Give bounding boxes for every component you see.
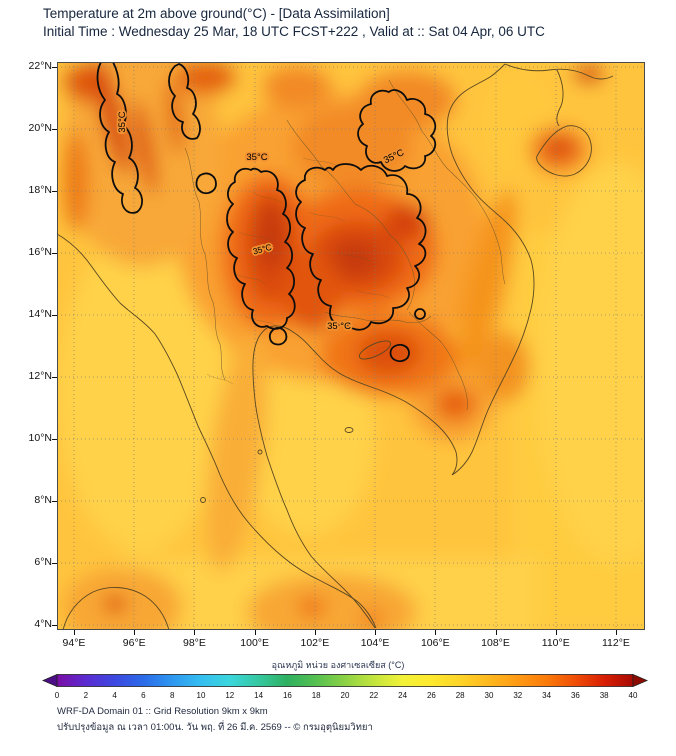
lon-tick-mark — [615, 630, 617, 635]
colorbar-tick-label: 20 — [340, 691, 350, 700]
lon-tick-mark — [555, 630, 557, 635]
tonle-sap-lake — [358, 340, 392, 360]
lat-tick-label: 12°N — [28, 370, 52, 382]
colorbar-tick-label: 24 — [398, 691, 408, 700]
lat-tick-mark — [52, 625, 57, 626]
colorbar-tick-label: 38 — [599, 691, 609, 700]
contour-label: 35°C — [246, 152, 267, 163]
lon-tick-mark — [375, 630, 377, 635]
hainan-island — [536, 125, 592, 177]
phu-quoc-island — [344, 427, 354, 433]
colorbar-tick-label: 40 — [628, 691, 638, 700]
lon-tick-label: 110°E — [541, 637, 570, 649]
lat-tick-label: 22°N — [28, 60, 52, 72]
phuket-island — [200, 497, 206, 503]
contour-small-d — [414, 308, 426, 320]
contour-top-center — [168, 63, 201, 140]
temperature-map: 35°C 35°C 35°C 35°C 35 °C — [57, 62, 645, 630]
colorbar-tick-label: 36 — [570, 691, 580, 700]
chart-title: Temperature at 2m above ground(°C) - [Da… — [43, 6, 390, 21]
lat-tick-label: 8°N — [34, 494, 52, 506]
colorbar-tick-label: 30 — [484, 691, 494, 700]
colorbar — [42, 674, 648, 687]
lat-tick-mark — [52, 563, 57, 564]
lat-tick-label: 6°N — [34, 556, 52, 568]
colorbar-tick-label: 34 — [542, 691, 552, 700]
lat-tick-label: 10°N — [28, 432, 52, 444]
colorbar-tick-label: 2 — [83, 691, 89, 700]
lat-tick-mark — [52, 315, 57, 316]
colorbar-left-arrow — [42, 674, 58, 687]
colorbar-tick-label: 12 — [225, 691, 235, 700]
coast-china — [504, 63, 614, 80]
lon-tick-label: 96°E — [122, 637, 146, 649]
contour-north-laos — [357, 89, 437, 172]
colorbar-right-arrow — [632, 674, 648, 687]
update-info: ปรับปรุงข้อมูล ณ เวลา 01:00น. วัน พฤ. ที… — [57, 722, 373, 733]
lon-tick-mark — [314, 630, 316, 635]
temperature-field-blobs — [57, 62, 645, 630]
colorbar-tick-label: 32 — [513, 691, 523, 700]
colorbar-tick-label: 28 — [455, 691, 465, 700]
colorbar-title: อุณหภูมิ หน่วย องศาเซลเซียส (°C) — [271, 660, 405, 670]
colorbar-gradient — [56, 674, 634, 687]
contour-small-b — [268, 327, 288, 346]
contour-small-a — [195, 172, 217, 195]
lat-tick-mark — [52, 501, 57, 502]
lon-tick-mark — [194, 630, 196, 635]
coast-gulf-vietnam — [252, 63, 535, 629]
coast-west-peninsula — [57, 233, 377, 629]
colorbar-tick-label: 4 — [112, 691, 117, 700]
contour-myanmar — [96, 62, 143, 214]
lon-tick-label: 104°E — [360, 637, 390, 649]
lon-tick-mark — [435, 630, 437, 635]
temperature-contours — [96, 62, 437, 363]
lon-tick-mark — [254, 630, 256, 635]
lat-tick-label: 16°N — [28, 246, 52, 258]
contour-northeast-laos — [295, 163, 427, 331]
colorbar-tick-label: 8 — [169, 691, 175, 700]
lon-tick-label: 108°E — [481, 637, 510, 649]
lon-tick-mark — [74, 630, 75, 635]
chart-subtitle: Initial Time : Wednesday 25 Mar, 18 UTC … — [43, 24, 545, 39]
lat-tick-label: 20°N — [28, 122, 52, 134]
lon-tick-label: 98°E — [182, 637, 206, 649]
lon-tick-label: 94°E — [62, 637, 86, 649]
samui-island — [257, 449, 263, 455]
coast-leizhou — [556, 69, 564, 127]
colorbar-tick-label: 16 — [282, 691, 292, 700]
colorbar-tick-label: 22 — [369, 691, 379, 700]
lat-tick-label: 18°N — [28, 184, 52, 196]
admin-borders — [184, 79, 506, 411]
lat-tick-mark — [52, 129, 57, 130]
colorbar-tick-label: 14 — [254, 691, 264, 700]
lat-tick-mark — [52, 67, 57, 68]
lat-tick-mark — [52, 439, 57, 440]
map-border — [57, 62, 645, 630]
lon-tick-label: 102°E — [300, 637, 330, 649]
lat-tick-mark — [52, 253, 57, 254]
lon-tick-label: 112°E — [601, 637, 630, 649]
sumatra-coast — [62, 587, 170, 630]
colorbar-tick-label: 10 — [196, 691, 206, 700]
lon-tick-mark — [134, 630, 136, 635]
lat-tick-mark — [52, 191, 57, 192]
lon-tick-label: 100°E — [240, 637, 270, 649]
coastlines — [57, 63, 614, 630]
colorbar-tick-label: 18 — [311, 691, 321, 700]
colorbar-tick-label: 0 — [54, 691, 60, 700]
contour-small-c — [389, 343, 410, 363]
model-info: WRF-DA Domain 01 :: Grid Resolution 9km … — [57, 706, 268, 717]
lat-tick-label: 4°N — [34, 618, 52, 630]
contour-label: 35°C — [117, 111, 128, 132]
contour-label: 35 °C — [327, 321, 351, 332]
lat-tick-mark — [52, 377, 57, 378]
lat-tick-label: 14°N — [28, 308, 52, 320]
colorbar-tick-label: 26 — [426, 691, 436, 700]
lon-tick-mark — [495, 630, 497, 635]
colorbar-tick-label: 6 — [141, 691, 146, 700]
lon-tick-label: 106°E — [420, 637, 450, 649]
